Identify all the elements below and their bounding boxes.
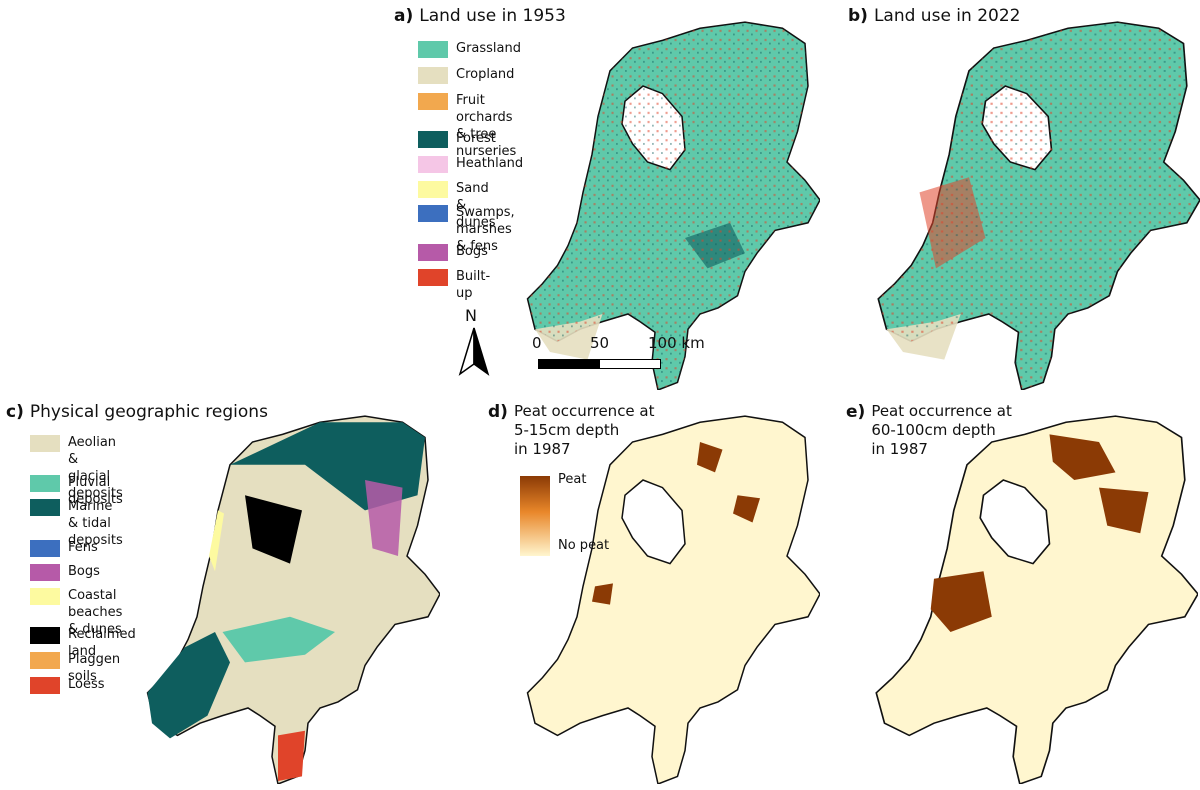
map-landuse-2022 [877, 21, 1200, 390]
legend-item: Swamps, marshes & fens [418, 204, 515, 255]
legend-label: Sand & dunes [456, 181, 496, 230]
legend-swatch [418, 41, 448, 58]
peat-gradient [520, 476, 550, 556]
legend-swatch [30, 564, 60, 581]
legend-item: Reclaimed land [30, 626, 136, 660]
panel-e-title-text: Peat occurrence at 60-100cm depth in 198… [871, 402, 1012, 458]
legend-item: Sand & dunes [418, 180, 496, 231]
legend-label: Swamps, marshes & fens [456, 205, 515, 254]
legend-label: Bogs [68, 564, 100, 579]
map-peat-5-15cm [526, 415, 820, 784]
legend-swatch [30, 677, 60, 694]
panel-b-letter: b) [848, 6, 868, 26]
legend-label: Coastal beaches & dunes [68, 588, 123, 637]
panel-d-title-text: Peat occurrence at 5-15cm depth in 1987 [513, 402, 655, 458]
legend-item: Bogs [418, 243, 488, 261]
panel-e-title: e) Peat occurrence at 60-100cm depth in … [846, 402, 1012, 459]
scale-tick-0: 0 [532, 334, 542, 352]
panel-e-letter: e) [846, 402, 866, 422]
peat-legend-low: No peat [558, 538, 610, 553]
legend-swatch [30, 627, 60, 644]
map-peat-60-100cm [875, 415, 1198, 784]
panel-c-title: c) Physical geographic regions [6, 402, 268, 422]
scale-tick-100: 100 km [648, 334, 705, 352]
legend-item: Fruit orchards & tree nurseries [418, 92, 516, 160]
legend-swatch [418, 93, 448, 110]
panel-a-letter: a) [394, 6, 414, 26]
peat-legend-high: Peat [558, 472, 587, 487]
panel-b-title-text: Land use in 2022 [873, 6, 1021, 26]
panel-c-letter: c) [6, 402, 24, 422]
legend-label: Fens [68, 540, 98, 555]
legend-label: Bogs [456, 244, 488, 259]
legend-label: Forest [456, 131, 496, 146]
scale-bar-black [538, 359, 600, 369]
legend-label: Reclaimed land [68, 627, 136, 659]
map-landuse-1953 [526, 21, 820, 390]
legend-item: Loess [30, 676, 105, 694]
legend-swatch [418, 205, 448, 222]
legend-item: Fluvial deposits [30, 474, 123, 508]
scale-bar-white [599, 359, 661, 369]
legend-item: Aeolian & glacial deposits [30, 434, 123, 502]
legend-item: Bogs [30, 563, 100, 581]
legend-label: Aeolian & glacial deposits [68, 435, 123, 501]
legend-swatch [418, 269, 448, 286]
legend-label: Heathland [456, 156, 524, 171]
legend-label: Fluvial deposits [68, 475, 123, 507]
legend-item: Coastal beaches & dunes [30, 587, 122, 638]
legend-swatch [418, 156, 448, 173]
north-arrow: N [454, 306, 494, 376]
legend-item: Heathland [418, 155, 523, 173]
legend-swatch [418, 244, 448, 261]
legend-swatch [418, 131, 448, 148]
legend-item: Built-up [418, 268, 490, 302]
panel-b-title: b) Land use in 2022 [848, 6, 1020, 26]
legend-item: Fens [30, 539, 98, 557]
north-arrow-icon [458, 327, 490, 376]
legend-swatch [30, 652, 60, 669]
panel-a-title-text: Land use in 1953 [419, 6, 566, 26]
legend-label: Plaggen soils [68, 652, 121, 684]
legend-item: Marine & tidal deposits [30, 498, 123, 549]
panel-c-title-text: Physical geographic regions [29, 402, 268, 422]
map-physical-regions [146, 415, 440, 784]
legend-item: Forest [418, 130, 496, 148]
panel-d-title: d) Peat occurrence at 5-15cm depth in 19… [488, 402, 655, 459]
legend-item: Plaggen soils [30, 651, 120, 685]
legend-swatch [30, 499, 60, 516]
legend-swatch [418, 181, 448, 198]
legend-label: Cropland [456, 67, 515, 82]
panel-d-letter: d) [488, 402, 508, 422]
legend-label: Built-up [456, 269, 491, 301]
legend-swatch [30, 475, 60, 492]
legend-label: Loess [68, 677, 105, 692]
scale-bar: 0 50 100 km [532, 330, 705, 380]
scale-tick-50: 50 [590, 334, 610, 352]
legend-label: Grassland [456, 41, 521, 56]
legend-swatch [30, 435, 60, 452]
panel-a-title: a) Land use in 1953 [394, 6, 566, 26]
north-label: N [465, 306, 477, 325]
legend-item: Grassland [418, 40, 521, 58]
legend-swatch [30, 540, 60, 557]
legend-swatch [418, 67, 448, 84]
legend-swatch [30, 588, 60, 605]
legend-item: Cropland [418, 66, 514, 84]
legend-label: Fruit orchards & tree nurseries [456, 93, 517, 159]
legend-label: Marine & tidal deposits [68, 499, 123, 548]
